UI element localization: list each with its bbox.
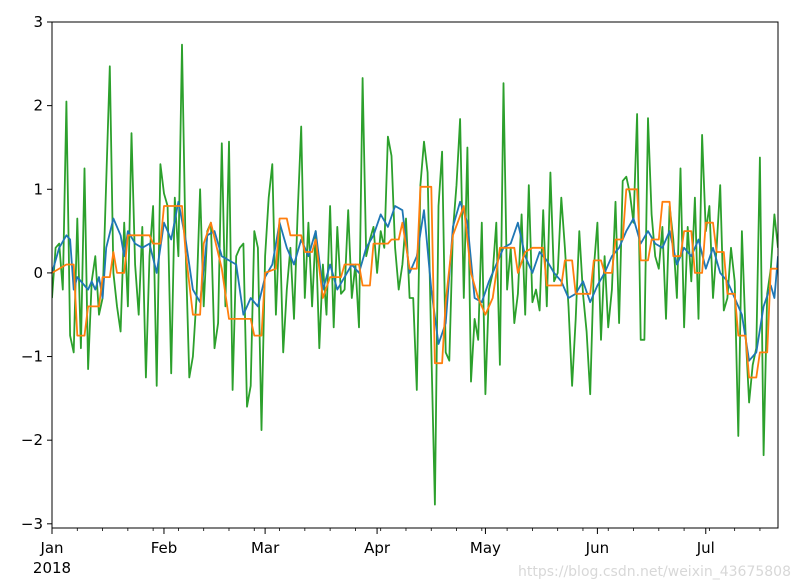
y-tick-label: −2: [21, 431, 43, 449]
x-tick-label: May: [470, 539, 501, 557]
x-tick-label: Jul: [696, 539, 715, 557]
series-line-1: [52, 43, 778, 506]
plot-frame: [51, 21, 779, 529]
y-tick-label: 2: [33, 97, 43, 115]
y-tick-label: −1: [21, 348, 43, 366]
x-tick-sublabel: 2018: [33, 559, 71, 577]
x-tick-label: Jun: [585, 539, 609, 557]
y-tick-label: 3: [33, 13, 43, 31]
y-tick-label: 1: [33, 180, 43, 198]
series-layer: [52, 43, 778, 506]
series-line-3: [52, 185, 778, 379]
x-tick-label: Mar: [251, 539, 280, 557]
x-tick-label: Jan: [39, 539, 63, 557]
watermark-text: https://blog.csdn.net/weixin_43675808: [517, 564, 791, 580]
axes-layer: 3 2 1 0 −1 −2 −3 Jan 2018 Feb Mar Apr May Jun Jul: [21, 13, 779, 577]
y-tick-label: −3: [21, 515, 43, 533]
y-tick-label: 0: [33, 264, 43, 282]
x-tick-label: Apr: [364, 539, 391, 557]
x-tick-label: Feb: [151, 539, 178, 557]
series-line-2: [52, 200, 778, 362]
